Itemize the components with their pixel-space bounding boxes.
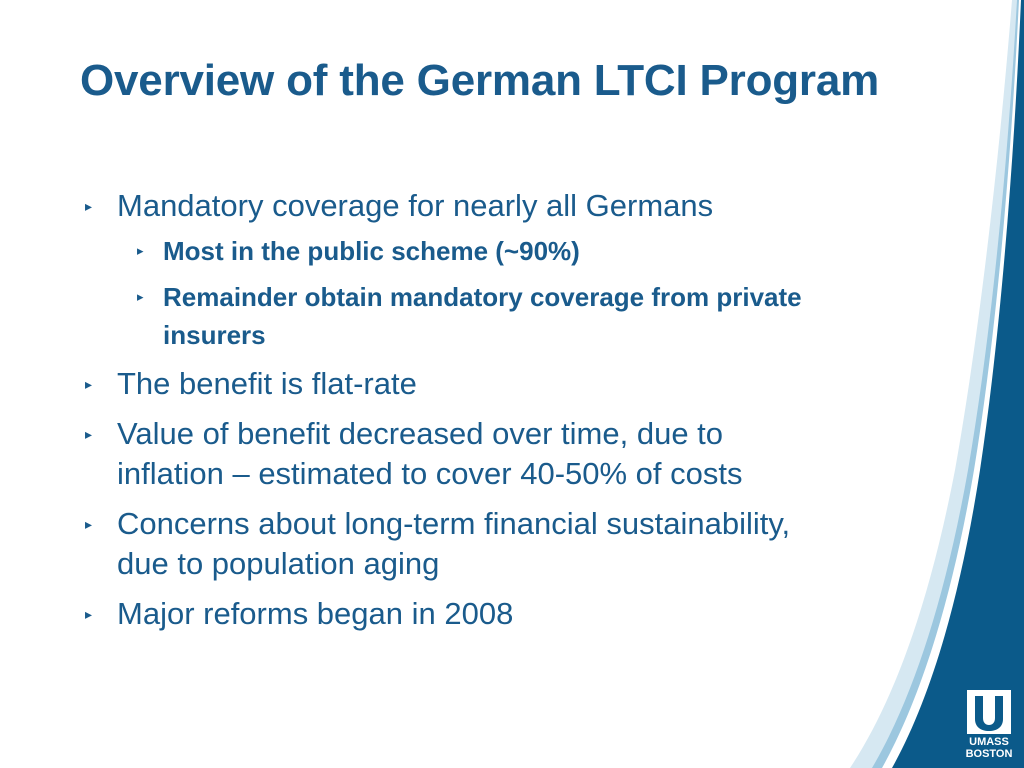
bullet-marker-icon: ▸ [85,426,93,442]
sub-bullet-marker-icon: ▸ [137,243,144,258]
bullet-text: Mandatory coverage for nearly all German… [117,188,714,223]
sub-bullet-marker-icon: ▸ [137,289,144,304]
bullet-item: ▸ Concerns about long-term financial sus… [0,504,817,584]
bullet-marker-icon: ▸ [85,606,93,622]
bullet-text: Concerns about long-term financial susta… [117,506,791,581]
bullet-item: ▸ Value of benefit decreased over time, … [0,414,817,494]
sub-bullet-text: Remainder obtain mandatory coverage from… [163,282,802,350]
bullet-text: Major reforms began in 2008 [117,596,514,631]
bullet-marker-icon: ▸ [85,516,93,532]
bullet-text: Value of benefit decreased over time, du… [117,416,743,491]
bullet-list: ▸ Mandatory coverage for nearly all Germ… [0,186,860,644]
logo-text-boston: BOSTON [965,748,1013,760]
umass-u-icon [967,690,1011,734]
bullet-text: The benefit is flat-rate [117,366,417,401]
sub-bullet-text: Most in the public scheme (~90%) [163,236,580,266]
bullet-marker-icon: ▸ [85,376,93,392]
sub-bullet-item: ▸ Most in the public scheme (~90%) [117,232,843,270]
umass-boston-logo: UMASS BOSTON [963,690,1015,760]
logo-text-umass: UMASS [969,736,1009,748]
bullet-item: ▸ Mandatory coverage for nearly all Germ… [0,186,817,354]
bullet-item: ▸ The benefit is flat-rate [0,364,817,404]
bullet-item: ▸ Major reforms began in 2008 [0,594,817,634]
sub-bullet-item: ▸ Remainder obtain mandatory coverage fr… [117,278,843,354]
sub-bullet-list: ▸ Most in the public scheme (~90%) ▸ Rem… [117,232,817,354]
bullet-marker-icon: ▸ [85,198,93,214]
slide-title: Overview of the German LTCI Program [80,56,880,105]
